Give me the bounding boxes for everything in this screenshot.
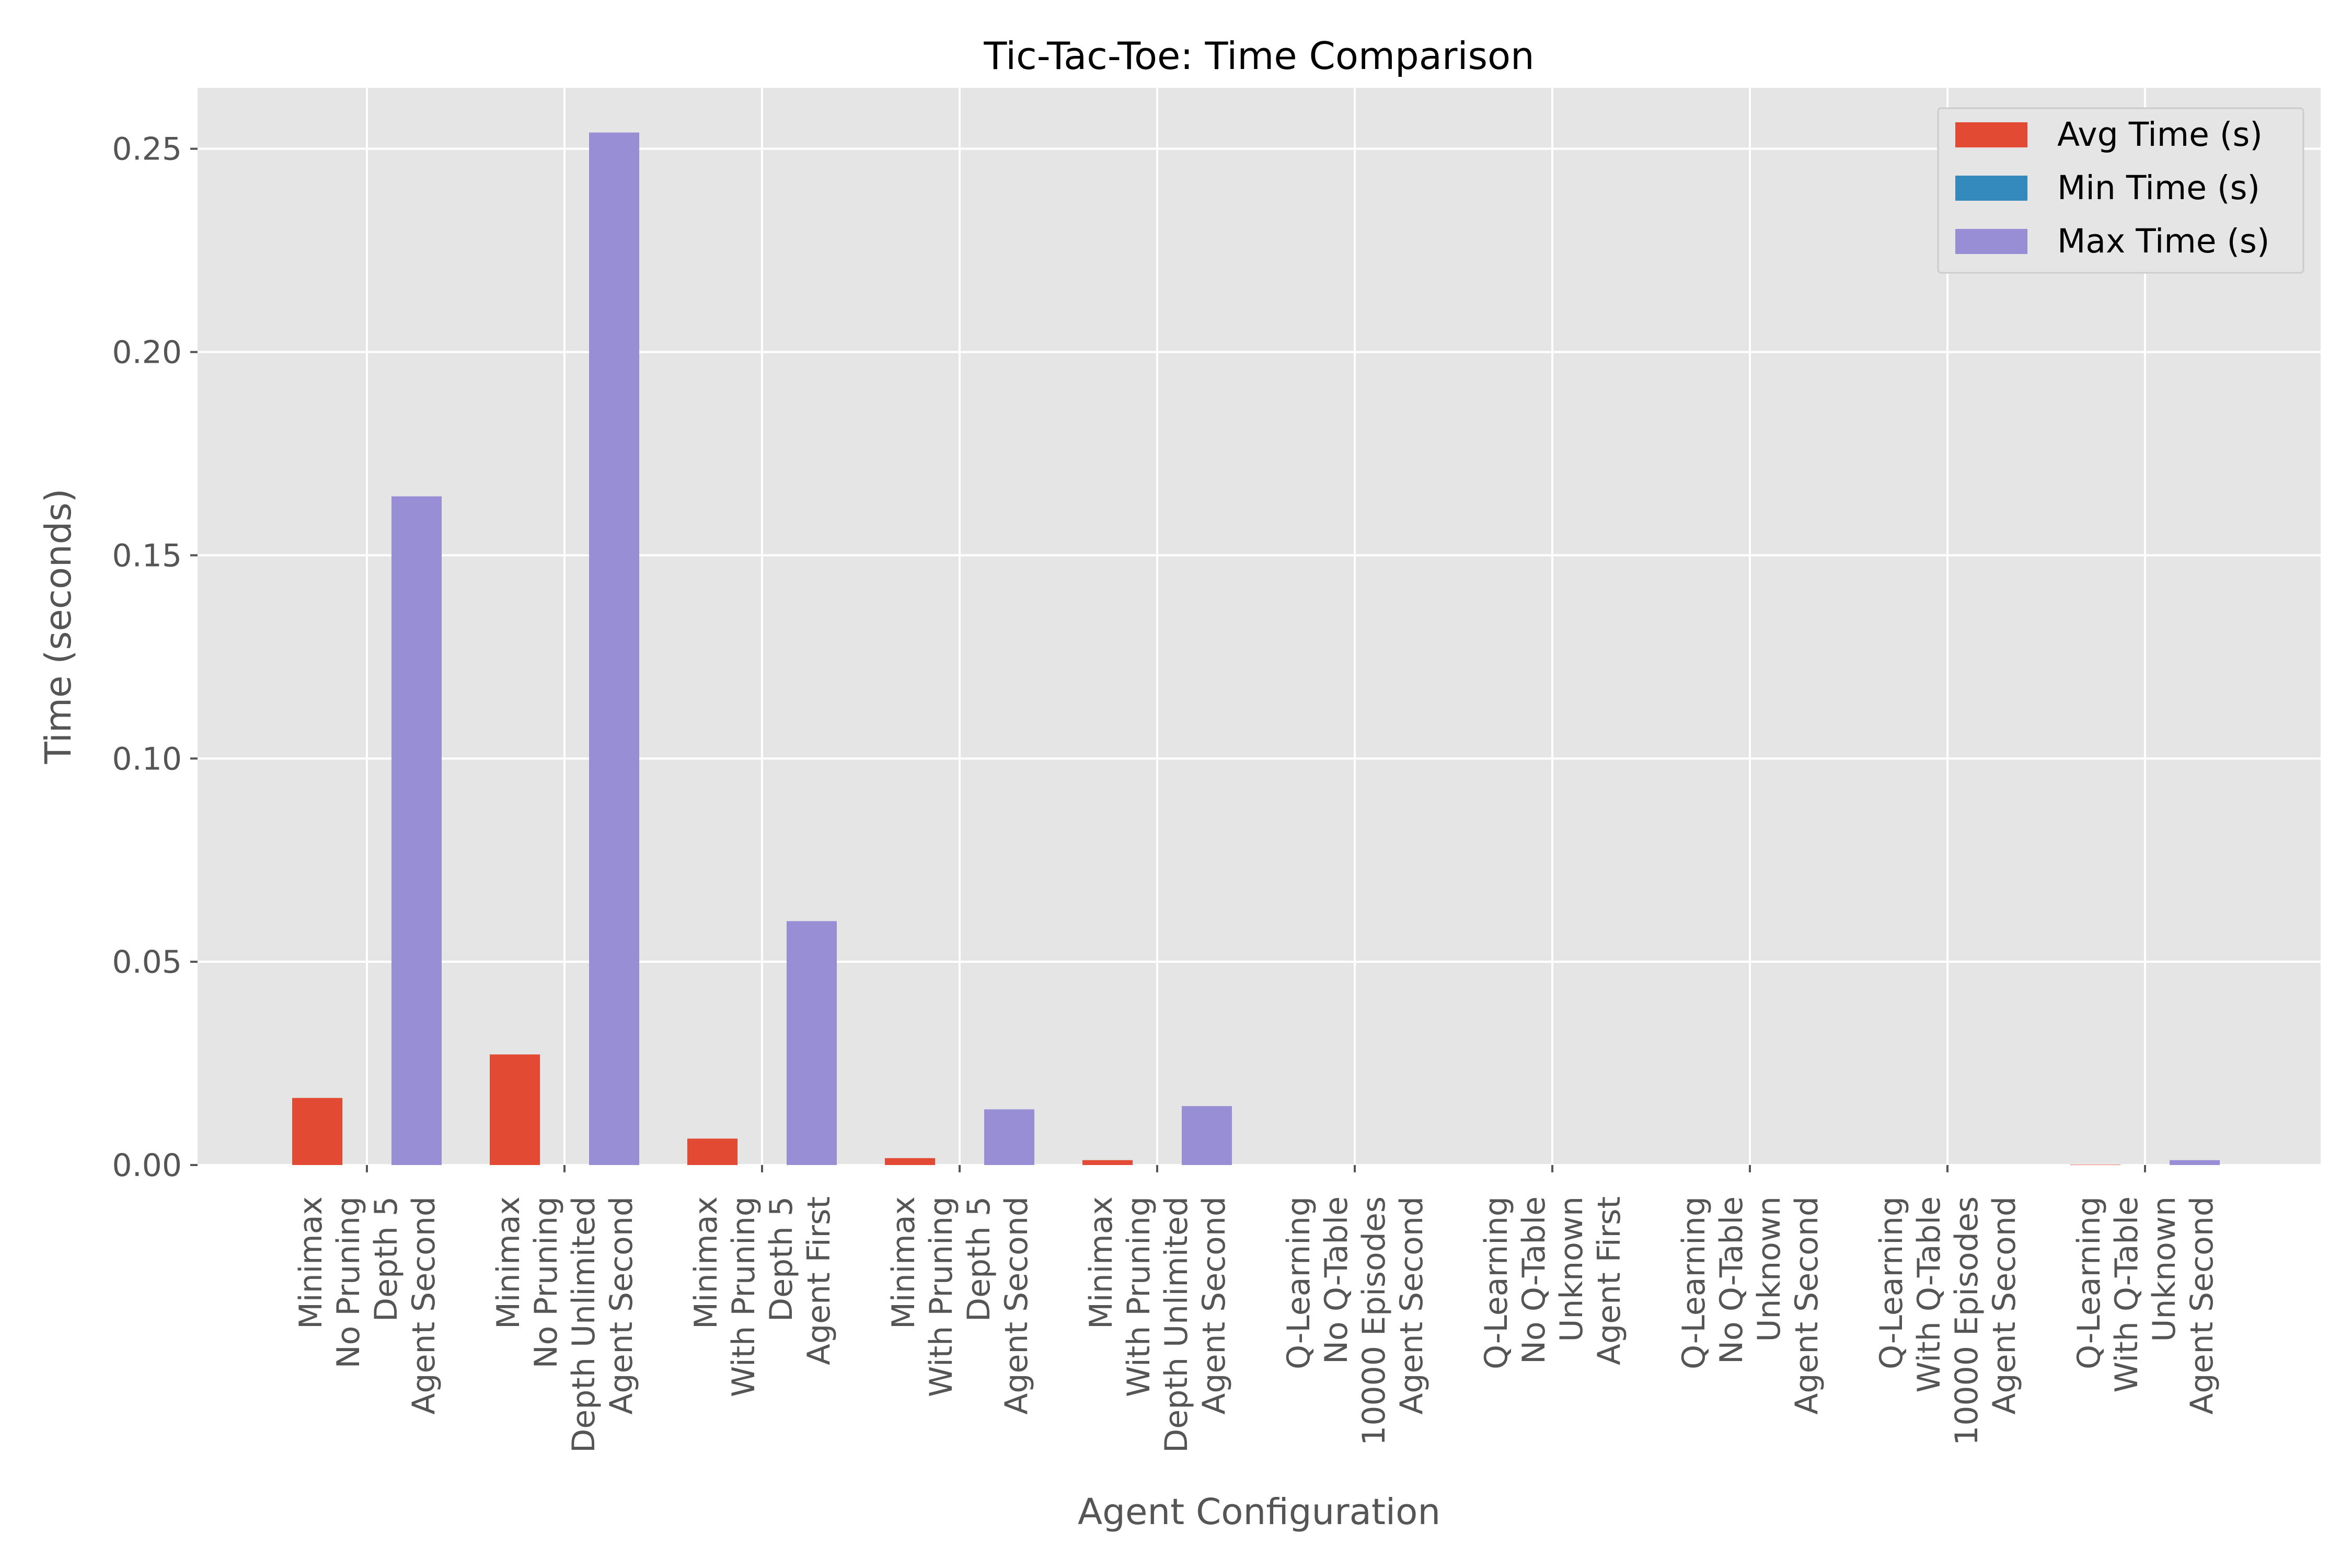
- x-tick-label-line: 10000 Episodes: [1949, 1196, 1985, 1446]
- y-tick-label: 0.15: [112, 537, 182, 574]
- x-tick-label-line: With Pruning: [923, 1196, 960, 1397]
- y-tick-label: 0.00: [112, 1147, 182, 1184]
- y-tick-label: 0.05: [112, 944, 182, 981]
- x-tick-label-line: Minimax: [688, 1196, 724, 1329]
- legend-label: Avg Time (s): [2057, 116, 2263, 154]
- x-tick-label-line: Agent Second: [406, 1196, 442, 1414]
- x-axis-label: Agent Configuration: [1078, 1491, 1440, 1533]
- x-tick-label-line: Unknown: [1553, 1196, 1590, 1342]
- x-tick-label-line: No Q-Table: [1516, 1196, 1552, 1364]
- x-tick-label-line: Agent Second: [1986, 1196, 2023, 1414]
- x-tick-label-line: With Pruning: [725, 1196, 762, 1397]
- x-tick-label-line: Agent Second: [998, 1196, 1035, 1414]
- x-tick-label-line: Agent First: [801, 1196, 837, 1365]
- x-tick-label-line: Minimax: [1083, 1196, 1120, 1329]
- x-tick-label-line: Q-Learning: [1478, 1196, 1515, 1369]
- legend-label: Min Time (s): [2057, 169, 2260, 207]
- x-tick-label-line: Depth 5: [368, 1196, 405, 1322]
- x-tick-label-line: No Pruning: [528, 1196, 564, 1368]
- legend-box: [1937, 107, 2304, 274]
- x-tick-label-line: No Q-Table: [1713, 1196, 1750, 1364]
- x-tick-label-line: Agent First: [1591, 1196, 1628, 1365]
- x-tick-label-line: With Q-Table: [1911, 1196, 1947, 1393]
- x-tick-label-line: Depth 5: [763, 1196, 800, 1322]
- bars: [292, 132, 2220, 1166]
- x-tick-label: Q-Learning With Q-Table Unknown Agent Secon…: [2071, 1196, 2220, 1414]
- x-tick-label-line: No Pruning: [330, 1196, 367, 1368]
- bar: [391, 496, 442, 1165]
- x-axis-ticks: Minimax No Pruning Depth 5 Agent Second Mini…: [293, 1165, 2220, 1453]
- bar: [490, 1054, 540, 1165]
- legend-swatch: [1955, 229, 2027, 254]
- x-tick-label-line: Q-Learning: [2071, 1196, 2107, 1369]
- legend: Avg Time (s) Min Time (s) Max Time (s): [1937, 107, 2304, 274]
- bar: [1082, 1160, 1133, 1165]
- bar: [885, 1158, 935, 1165]
- x-tick-label: Minimax With Pruning Depth 5 Agent Second: [885, 1196, 1035, 1414]
- x-tick-label-line: Minimax: [885, 1196, 922, 1329]
- legend-swatch: [1955, 176, 2027, 201]
- bar: [984, 1109, 1034, 1165]
- x-tick-label-line: Q-Learning: [1676, 1196, 1712, 1369]
- x-tick-label-line: Q-Learning: [1281, 1196, 1317, 1369]
- bar: [589, 132, 639, 1166]
- x-tick-label-line: Agent Second: [1393, 1196, 1430, 1414]
- x-tick-label-line: With Q-Table: [2108, 1196, 2145, 1393]
- x-tick-label: Q-Learning No Q-Table Unknown Agent First: [1478, 1196, 1628, 1369]
- x-tick-label: Minimax With Pruning Depth 5 Agent First: [688, 1196, 837, 1397]
- bar: [292, 1098, 342, 1165]
- x-tick-label-line: Agent Second: [2184, 1196, 2220, 1414]
- x-tick-label: Minimax With Pruning Depth Unlimited Agent …: [1083, 1196, 1232, 1453]
- grid: [198, 88, 2321, 1166]
- y-tick-label: 0.25: [112, 131, 182, 168]
- chart-title: Tic-Tac-Toe: Time Comparison: [983, 34, 1534, 78]
- x-tick-label-line: Unknown: [2146, 1196, 2183, 1342]
- x-tick-label-line: No Q-Table: [1318, 1196, 1355, 1364]
- bar: [687, 1138, 737, 1165]
- x-tick-label-line: Minimax: [490, 1196, 527, 1329]
- y-axis-ticks: 0.00 0.05 0.10 0.15 0.20 0.25: [112, 131, 198, 1184]
- x-tick-label-line: Depth Unlimited: [1158, 1196, 1195, 1453]
- x-tick-label-line: Q-Learning: [1873, 1196, 1910, 1369]
- x-tick-label-line: Depth Unlimited: [566, 1196, 602, 1453]
- x-tick-label: Q-Learning No Q-Table 10000 Episodes Agent …: [1281, 1196, 1430, 1446]
- x-tick-label-line: Agent Second: [1196, 1196, 1232, 1414]
- x-tick-label: Minimax No Pruning Depth 5 Agent Second: [293, 1196, 442, 1414]
- x-tick-label-line: Agent Second: [603, 1196, 640, 1414]
- legend-label: Max Time (s): [2057, 222, 2269, 260]
- bar: [787, 921, 837, 1165]
- x-tick-label: Q-Learning No Q-Table Unknown Agent Second: [1676, 1196, 1825, 1414]
- x-tick-label-line: Minimax: [293, 1196, 329, 1329]
- x-tick-label-line: Unknown: [1751, 1196, 1788, 1342]
- bar: [2170, 1160, 2220, 1165]
- y-tick-label: 0.10: [112, 741, 182, 777]
- y-axis-label: Time (seconds): [38, 489, 79, 765]
- x-tick-label-line: 10000 Episodes: [1356, 1196, 1392, 1446]
- x-tick-label-line: Depth 5: [961, 1196, 997, 1322]
- legend-swatch: [1955, 122, 2027, 147]
- x-tick-label: Q-Learning With Q-Table 10000 Episodes Agen…: [1873, 1196, 2023, 1446]
- bar: [1182, 1106, 1232, 1165]
- x-tick-label-line: With Pruning: [1121, 1196, 1157, 1397]
- x-tick-label-line: Agent Second: [1789, 1196, 1825, 1414]
- y-tick-label: 0.20: [112, 335, 182, 371]
- x-tick-label: Minimax No Pruning Depth Unlimited Agent Se…: [490, 1196, 640, 1453]
